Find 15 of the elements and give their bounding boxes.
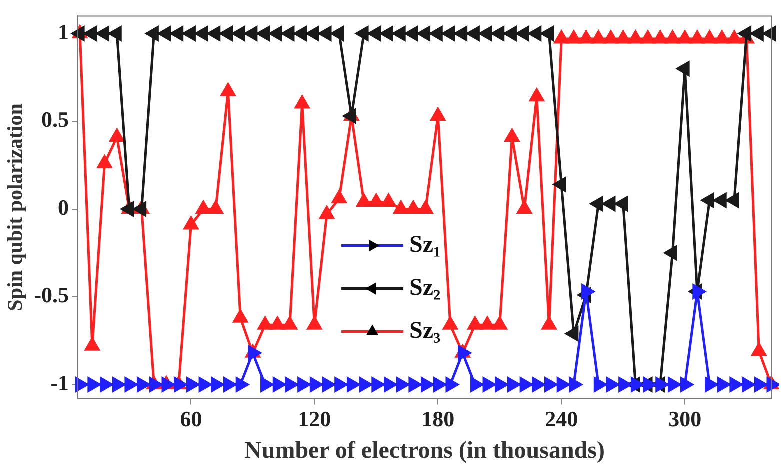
x-tick-label: 60 xyxy=(180,406,202,432)
x-tick-label: 120 xyxy=(298,406,332,432)
legend-label: Sz₂ xyxy=(410,274,441,301)
legend-label: Sz₁ xyxy=(410,232,441,258)
x-tick-label: 240 xyxy=(545,406,578,432)
y-tick-label: -1 xyxy=(50,370,70,396)
legend-label: Sz₃ xyxy=(410,318,441,344)
y-tick-label: -0.5 xyxy=(34,282,70,308)
x-axis-title: Number of electrons (in thousands) xyxy=(244,438,605,464)
y-tick-label: 0.5 xyxy=(42,107,70,132)
x-tick-label: 300 xyxy=(668,406,702,432)
y-axis-title: Spin qubit polarization xyxy=(3,103,28,312)
y-tick-label: 0 xyxy=(58,194,70,220)
y-tick-label: 1 xyxy=(58,19,70,44)
x-tick-label: 180 xyxy=(422,406,455,432)
